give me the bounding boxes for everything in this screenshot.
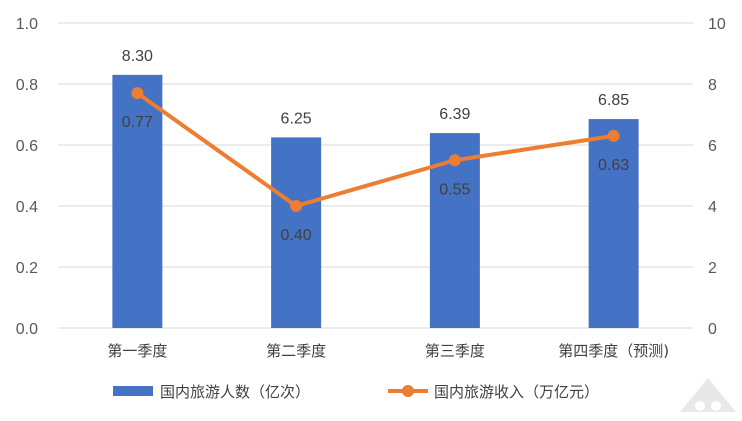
right-tick-label: 0 <box>708 321 717 338</box>
gridlines <box>58 22 693 329</box>
line-point <box>448 154 461 167</box>
bar-data-label: 6.25 <box>281 110 312 127</box>
legend: 国内旅游人数（亿次） 国内旅游收入（万亿元） <box>113 383 599 401</box>
left-y-axis: 0.0 0.2 0.4 0.6 0.8 1.0 <box>16 16 38 338</box>
category-label: 第三季度 <box>425 342 485 360</box>
right-tick-label: 4 <box>708 199 717 216</box>
left-tick-label: 1.0 <box>16 16 38 33</box>
line-series <box>131 87 620 212</box>
right-tick-label: 8 <box>708 77 717 94</box>
legend-bar-swatch <box>113 386 153 396</box>
line-data-label: 0.77 <box>122 114 153 131</box>
watermark-logo <box>680 378 736 412</box>
right-y-axis: 0 2 4 6 8 10 <box>708 16 726 338</box>
category-axis: 第一季度 第二季度 第三季度 第四季度（预测) <box>107 342 669 360</box>
legend-line-marker <box>402 385 414 397</box>
line-point <box>607 129 620 142</box>
line-data-label: 0.55 <box>439 181 470 198</box>
line-point <box>131 87 144 100</box>
category-label: 第一季度 <box>107 342 167 360</box>
category-label: 第二季度 <box>266 342 326 360</box>
legend-bar-label: 国内旅游人数（亿次） <box>160 383 310 401</box>
right-tick-label: 6 <box>708 138 717 155</box>
left-tick-label: 0.4 <box>16 199 38 216</box>
left-tick-label: 0.6 <box>16 138 38 155</box>
line-data-label: 0.40 <box>281 227 312 244</box>
right-tick-label: 10 <box>708 16 726 33</box>
line-point <box>290 200 303 212</box>
bar-data-label: 6.85 <box>598 92 629 109</box>
legend-line-label: 国内旅游收入（万亿元） <box>434 383 599 401</box>
bar <box>271 137 322 328</box>
left-tick-label: 0.0 <box>16 321 38 338</box>
category-label: 第四季度（预测) <box>558 342 669 360</box>
left-tick-label: 0.2 <box>16 260 38 277</box>
right-tick-label: 2 <box>708 260 717 277</box>
bar <box>112 74 163 328</box>
bar <box>588 119 639 328</box>
line-data-label: 0.63 <box>598 157 629 174</box>
data-labels: 8.30 6.25 6.39 6.85 0.77 0.40 0.55 0.63 <box>122 48 629 244</box>
bar-data-label: 8.30 <box>122 48 153 65</box>
income-line <box>135 91 616 208</box>
bar-data-label: 6.39 <box>439 106 470 123</box>
bar-series <box>112 74 639 328</box>
left-tick-label: 0.8 <box>16 77 38 94</box>
